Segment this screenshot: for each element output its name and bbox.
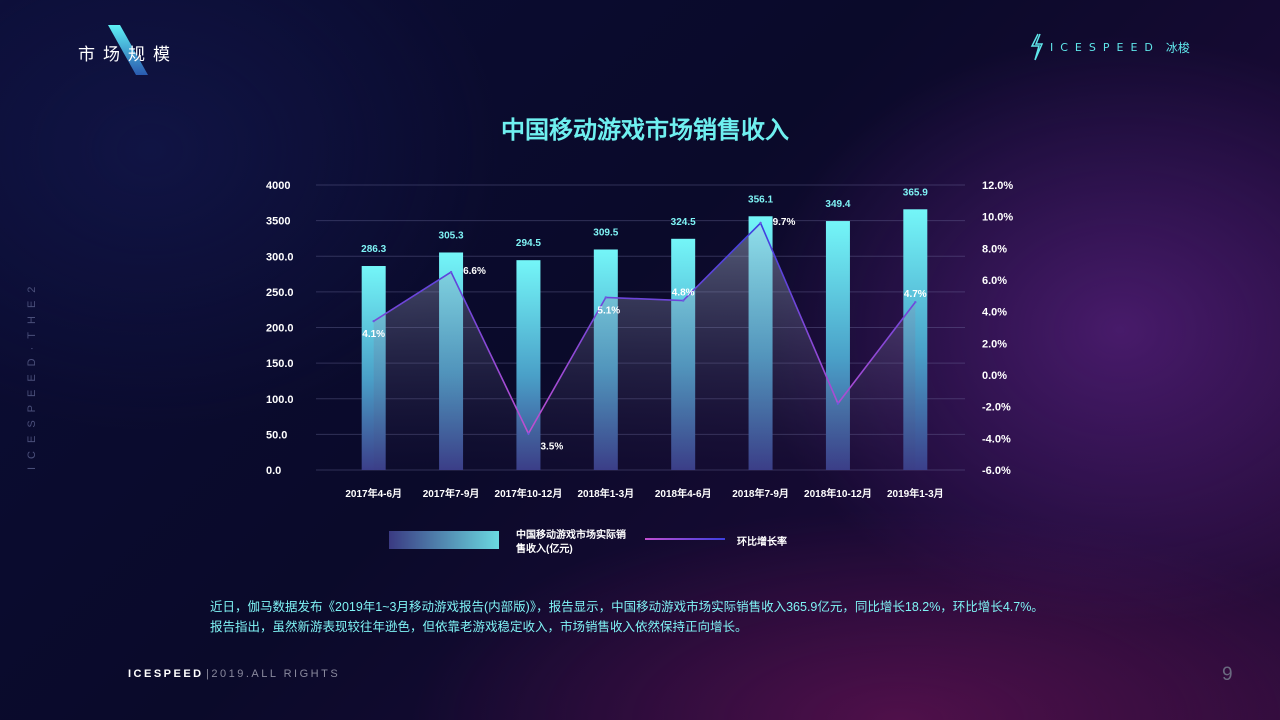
bar-value-label: 324.5 [671, 217, 696, 228]
logo-text: ICESPEED [1050, 40, 1160, 54]
description-line: 报告指出，虽然新游表现较往年逊色，但依靠老游戏稳定收入，市场销售收入依然保持正向… [210, 620, 748, 634]
line-value-label: 6.6% [463, 266, 486, 277]
footer-brand: ICESPEED [128, 668, 204, 680]
category-label: 2018年10-12月 [804, 487, 872, 500]
right-tick-label: -2.0% [982, 402, 1011, 414]
line-value-label: 4.1% [362, 329, 385, 340]
bar-value-label: 286.3 [361, 244, 386, 255]
line-value-label: 3.5% [540, 442, 563, 453]
left-tick-label: 100.0 [266, 394, 294, 406]
logo-cn: 冰梭 [1165, 40, 1190, 55]
left-tick-label: 4000 [266, 180, 290, 192]
line-point [604, 296, 608, 299]
bar-value-label: 356.1 [748, 194, 773, 205]
left-tick-label: 250.0 [266, 287, 294, 299]
legend-line-label: 环比增长率 [737, 537, 787, 548]
bar-value-label: 305.3 [439, 230, 464, 241]
growth-rate-line [373, 221, 916, 436]
right-tick-label: -4.0% [982, 433, 1011, 445]
category-label: 2017年10-12月 [495, 487, 563, 500]
legend-bar-swatch [389, 531, 499, 549]
line-value-label: 9.7% [773, 217, 796, 228]
bar-value-label: 349.4 [825, 199, 850, 210]
section-title: 市场规模 [78, 45, 178, 64]
left-tick-label: 3500 [266, 216, 290, 228]
line-value-label: 4.8% [672, 288, 695, 299]
description-line: 近日，伽马数据发布《2019年1~3月移动游戏报告(内部版)》，报告显示，中国移… [210, 600, 1044, 614]
line-value-label: 5.1% [597, 305, 620, 316]
slash-decoration [108, 25, 148, 75]
right-tick-label: 4.0% [982, 307, 1007, 319]
bar-value-label: 294.5 [516, 238, 541, 249]
legend-line-swatch [645, 538, 725, 540]
chart-title: 中国移动游戏市场销售收入 [501, 117, 789, 144]
left-tick-label: 200.0 [266, 323, 294, 335]
bar-value-label: 309.5 [593, 227, 618, 238]
line-point [527, 432, 530, 435]
lightning-logo-icon [1030, 33, 1044, 61]
left-tick-label: 50.0 [266, 429, 287, 441]
left-tick-label: 0.0 [266, 465, 281, 477]
line-value-label: 4.7% [904, 289, 927, 300]
right-tick-label: 12.0% [982, 180, 1013, 192]
right-tick-label: 10.0% [982, 212, 1013, 224]
category-label: 2018年4-6月 [655, 487, 712, 500]
right-tick-label: 0.0% [982, 370, 1007, 382]
line-point [759, 221, 762, 225]
category-label: 2018年1-3月 [577, 487, 634, 500]
description: 近日，伽马数据发布《2019年1~3月移动游戏报告(内部版)》，报告显示，中国移… [210, 597, 1044, 637]
category-label: 2019年1-3月 [887, 487, 944, 500]
page-number: 9 [1222, 664, 1233, 685]
right-tick-label: 2.0% [982, 338, 1007, 350]
line-point [449, 270, 453, 274]
chart: 0.0 50.0 100.0 150.0 200.0 250.0 300.0 3500 4000… [266, 180, 1013, 500]
category-label: 2017年4-6月 [345, 487, 402, 500]
line-point [372, 319, 375, 323]
legend-bar-label: 中国移动游戏市场实际销售收入(亿元) [516, 530, 626, 555]
left-tick-label: 150.0 [266, 358, 294, 370]
right-tick-label: -6.0% [982, 465, 1011, 477]
footer-rights: |2019.ALL RIGHTS [206, 668, 341, 680]
right-tick-label: 6.0% [982, 275, 1007, 287]
bar-value-label: 365.9 [903, 187, 928, 198]
logo: ICESPEED 冰梭 [1030, 33, 1190, 61]
left-tick-label: 300.0 [266, 251, 294, 263]
right-tick-label: 8.0% [982, 243, 1007, 255]
line-point [836, 402, 840, 405]
line-point [914, 300, 917, 304]
line-point [681, 299, 685, 302]
category-label: 2018年7-9月 [732, 487, 789, 500]
category-label: 2017年7-9月 [423, 487, 480, 500]
line-area-fill [373, 223, 916, 470]
